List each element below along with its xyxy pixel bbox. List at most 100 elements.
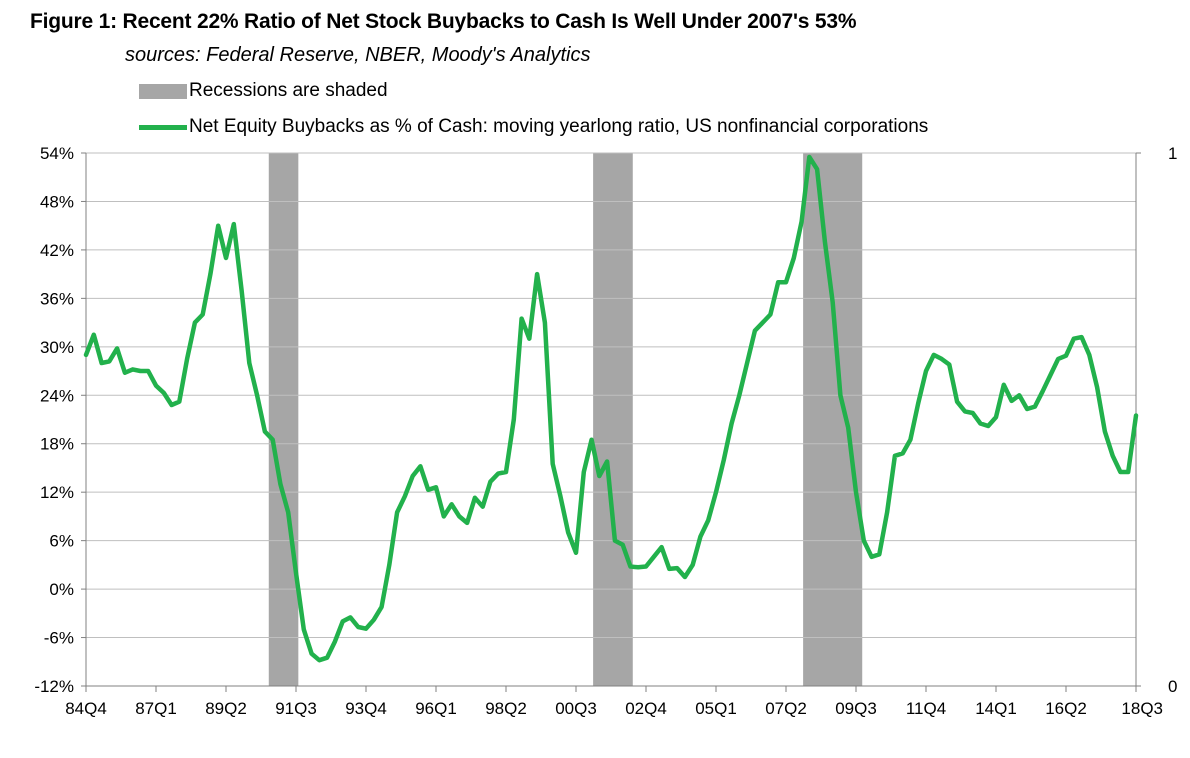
data-point	[652, 555, 655, 558]
data-point	[862, 539, 865, 542]
data-point	[364, 627, 368, 630]
data-point	[979, 422, 982, 425]
data-point	[535, 272, 539, 276]
data-point	[240, 289, 243, 292]
x-tick-label: 84Q4	[65, 699, 107, 718]
tick-labels: -12% -6% 0% 6% 12% 18% 24% 30% 36% 42% 48% 54% 0 1 84Q…	[34, 144, 1177, 718]
data-point	[279, 482, 282, 486]
data-point	[668, 567, 671, 571]
y-tick-label: 36%	[40, 289, 74, 308]
data-point	[162, 391, 165, 395]
data-point	[551, 462, 554, 466]
data-point	[1072, 337, 1075, 340]
data-point	[473, 496, 477, 500]
data-point	[450, 503, 453, 506]
data-point	[582, 470, 585, 474]
y-tick-label: 42%	[40, 241, 74, 260]
data-point	[699, 535, 702, 538]
data-point	[598, 474, 601, 478]
data-point	[644, 565, 648, 568]
data-point	[465, 521, 469, 525]
series-swatch	[139, 124, 187, 130]
data-point	[1064, 354, 1068, 357]
data-point	[209, 272, 212, 276]
data-point	[1049, 373, 1052, 377]
data-point	[123, 371, 127, 374]
data-point	[590, 438, 593, 441]
recession-band-2	[593, 153, 633, 686]
data-point	[777, 281, 780, 284]
data-point	[707, 519, 710, 522]
data-point	[730, 422, 733, 425]
data-point	[100, 361, 103, 365]
data-point	[637, 566, 640, 569]
data-point	[255, 394, 259, 397]
series-line-buybacks-ratio	[83, 154, 1139, 663]
x-tick-label: 96Q1	[415, 699, 457, 718]
data-point	[325, 656, 329, 659]
data-point	[769, 313, 772, 316]
y-tick-label: -6%	[44, 629, 74, 648]
x-tick-label: 93Q4	[345, 699, 387, 718]
data-point	[1119, 470, 1122, 474]
data-point	[224, 256, 228, 260]
data-point	[878, 553, 881, 556]
data-point	[341, 620, 344, 623]
data-point	[948, 363, 951, 366]
x-tick-label: 00Q3	[555, 699, 597, 718]
chart-title: Figure 1: Recent 22% Ratio of Net Stock …	[30, 10, 857, 33]
y-tick-label: 30%	[40, 338, 74, 357]
data-point	[847, 426, 850, 429]
data-point	[357, 625, 360, 629]
data-point	[660, 545, 663, 549]
data-point	[411, 474, 414, 478]
y-tick-label: -12%	[34, 677, 74, 696]
data-point	[84, 353, 88, 357]
data-point	[349, 616, 352, 619]
data-point	[1111, 454, 1114, 458]
data-point	[372, 618, 375, 621]
x-tick-label: 87Q1	[135, 699, 177, 718]
data-point	[917, 402, 920, 405]
data-point	[419, 465, 422, 468]
data-point	[497, 472, 500, 475]
data-point	[753, 329, 757, 332]
legend-label-recessions: Recessions are shaded	[189, 80, 388, 101]
data-point	[504, 470, 508, 474]
x-tick-label: 09Q3	[835, 699, 877, 718]
x-tick-label: 11Q4	[906, 699, 946, 718]
data-point	[792, 256, 795, 260]
legend-item-series: Net Equity Buybacks as % of Cash: moving…	[139, 115, 928, 139]
data-point	[994, 415, 998, 419]
data-point	[1095, 385, 1099, 389]
data-point	[489, 480, 492, 483]
data-point	[318, 658, 321, 662]
data-point	[434, 486, 438, 489]
data-point	[108, 360, 111, 363]
data-point	[403, 495, 407, 498]
data-point	[543, 321, 547, 324]
y-tick-label: 48%	[40, 192, 74, 211]
data-point	[458, 515, 461, 518]
data-point	[1033, 405, 1037, 408]
recession-bands	[268, 153, 863, 686]
x-tick-label: 98Q2	[485, 699, 527, 718]
data-point	[185, 357, 189, 361]
data-point	[147, 369, 150, 373]
data-point	[613, 539, 617, 542]
x-tick-label: 16Q2	[1045, 699, 1087, 718]
data-point	[745, 361, 749, 365]
data-point	[839, 394, 842, 397]
data-point	[714, 490, 718, 494]
data-point	[217, 224, 220, 227]
legend-item-recessions: Recessions are shaded	[139, 79, 388, 103]
data-point	[263, 430, 267, 433]
y2-tick-label: 0	[1168, 677, 1177, 696]
data-point	[1010, 399, 1013, 403]
data-point	[427, 488, 430, 491]
data-point	[567, 531, 570, 534]
data-point	[388, 563, 391, 567]
data-point	[932, 353, 935, 357]
x-tick-label: 02Q4	[625, 699, 667, 718]
